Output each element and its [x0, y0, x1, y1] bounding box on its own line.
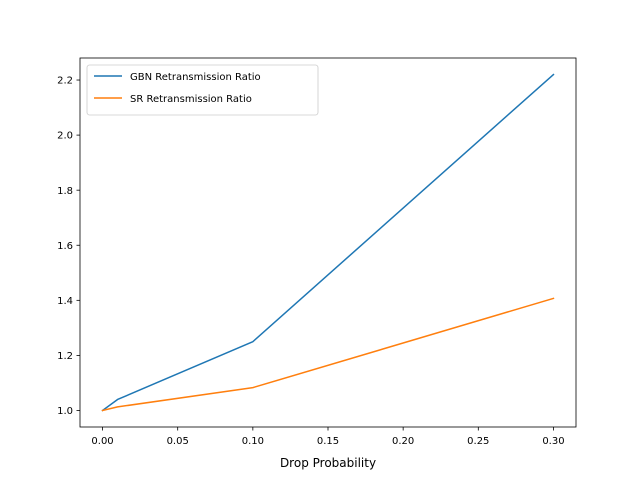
- x-tick-label: 0.00: [91, 436, 113, 447]
- x-axis-label: Drop Probability: [280, 456, 376, 470]
- series-line-1: [101, 297, 555, 412]
- y-tick-label: 1.4: [57, 296, 73, 307]
- y-tick-label: 2.0: [57, 131, 73, 142]
- series-line-0: [101, 73, 555, 412]
- legend: GBN Retransmission Ratio SR Retransmissio…: [86, 64, 319, 116]
- plot-frame: [79, 57, 577, 428]
- plot-lines: [101, 73, 555, 412]
- x-axis: 0.00 0.05 0.10 0.15 0.20 0.25 0.30: [91, 427, 565, 447]
- legend-box: [86, 64, 319, 116]
- y-tick-label: 1.0: [57, 406, 73, 417]
- y-tick-label: 1.2: [57, 351, 73, 362]
- x-tick-label: 0.15: [317, 436, 339, 447]
- legend-label-0: GBN Retransmission Ratio: [130, 72, 261, 83]
- x-tick-label: 0.05: [167, 436, 189, 447]
- y-tick-label: 1.6: [57, 241, 73, 252]
- x-tick-label: 0.30: [542, 436, 564, 447]
- y-axis: 1.0 1.2 1.4 1.6 1.8 2.0 2.2: [57, 76, 80, 417]
- y-tick-label: 2.2: [57, 76, 73, 87]
- legend-label-1: SR Retransmission Ratio: [130, 94, 252, 105]
- x-tick-label: 0.25: [467, 436, 489, 447]
- x-tick-label: 0.20: [392, 436, 414, 447]
- x-tick-label: 0.10: [242, 436, 264, 447]
- y-tick-label: 1.8: [57, 186, 73, 197]
